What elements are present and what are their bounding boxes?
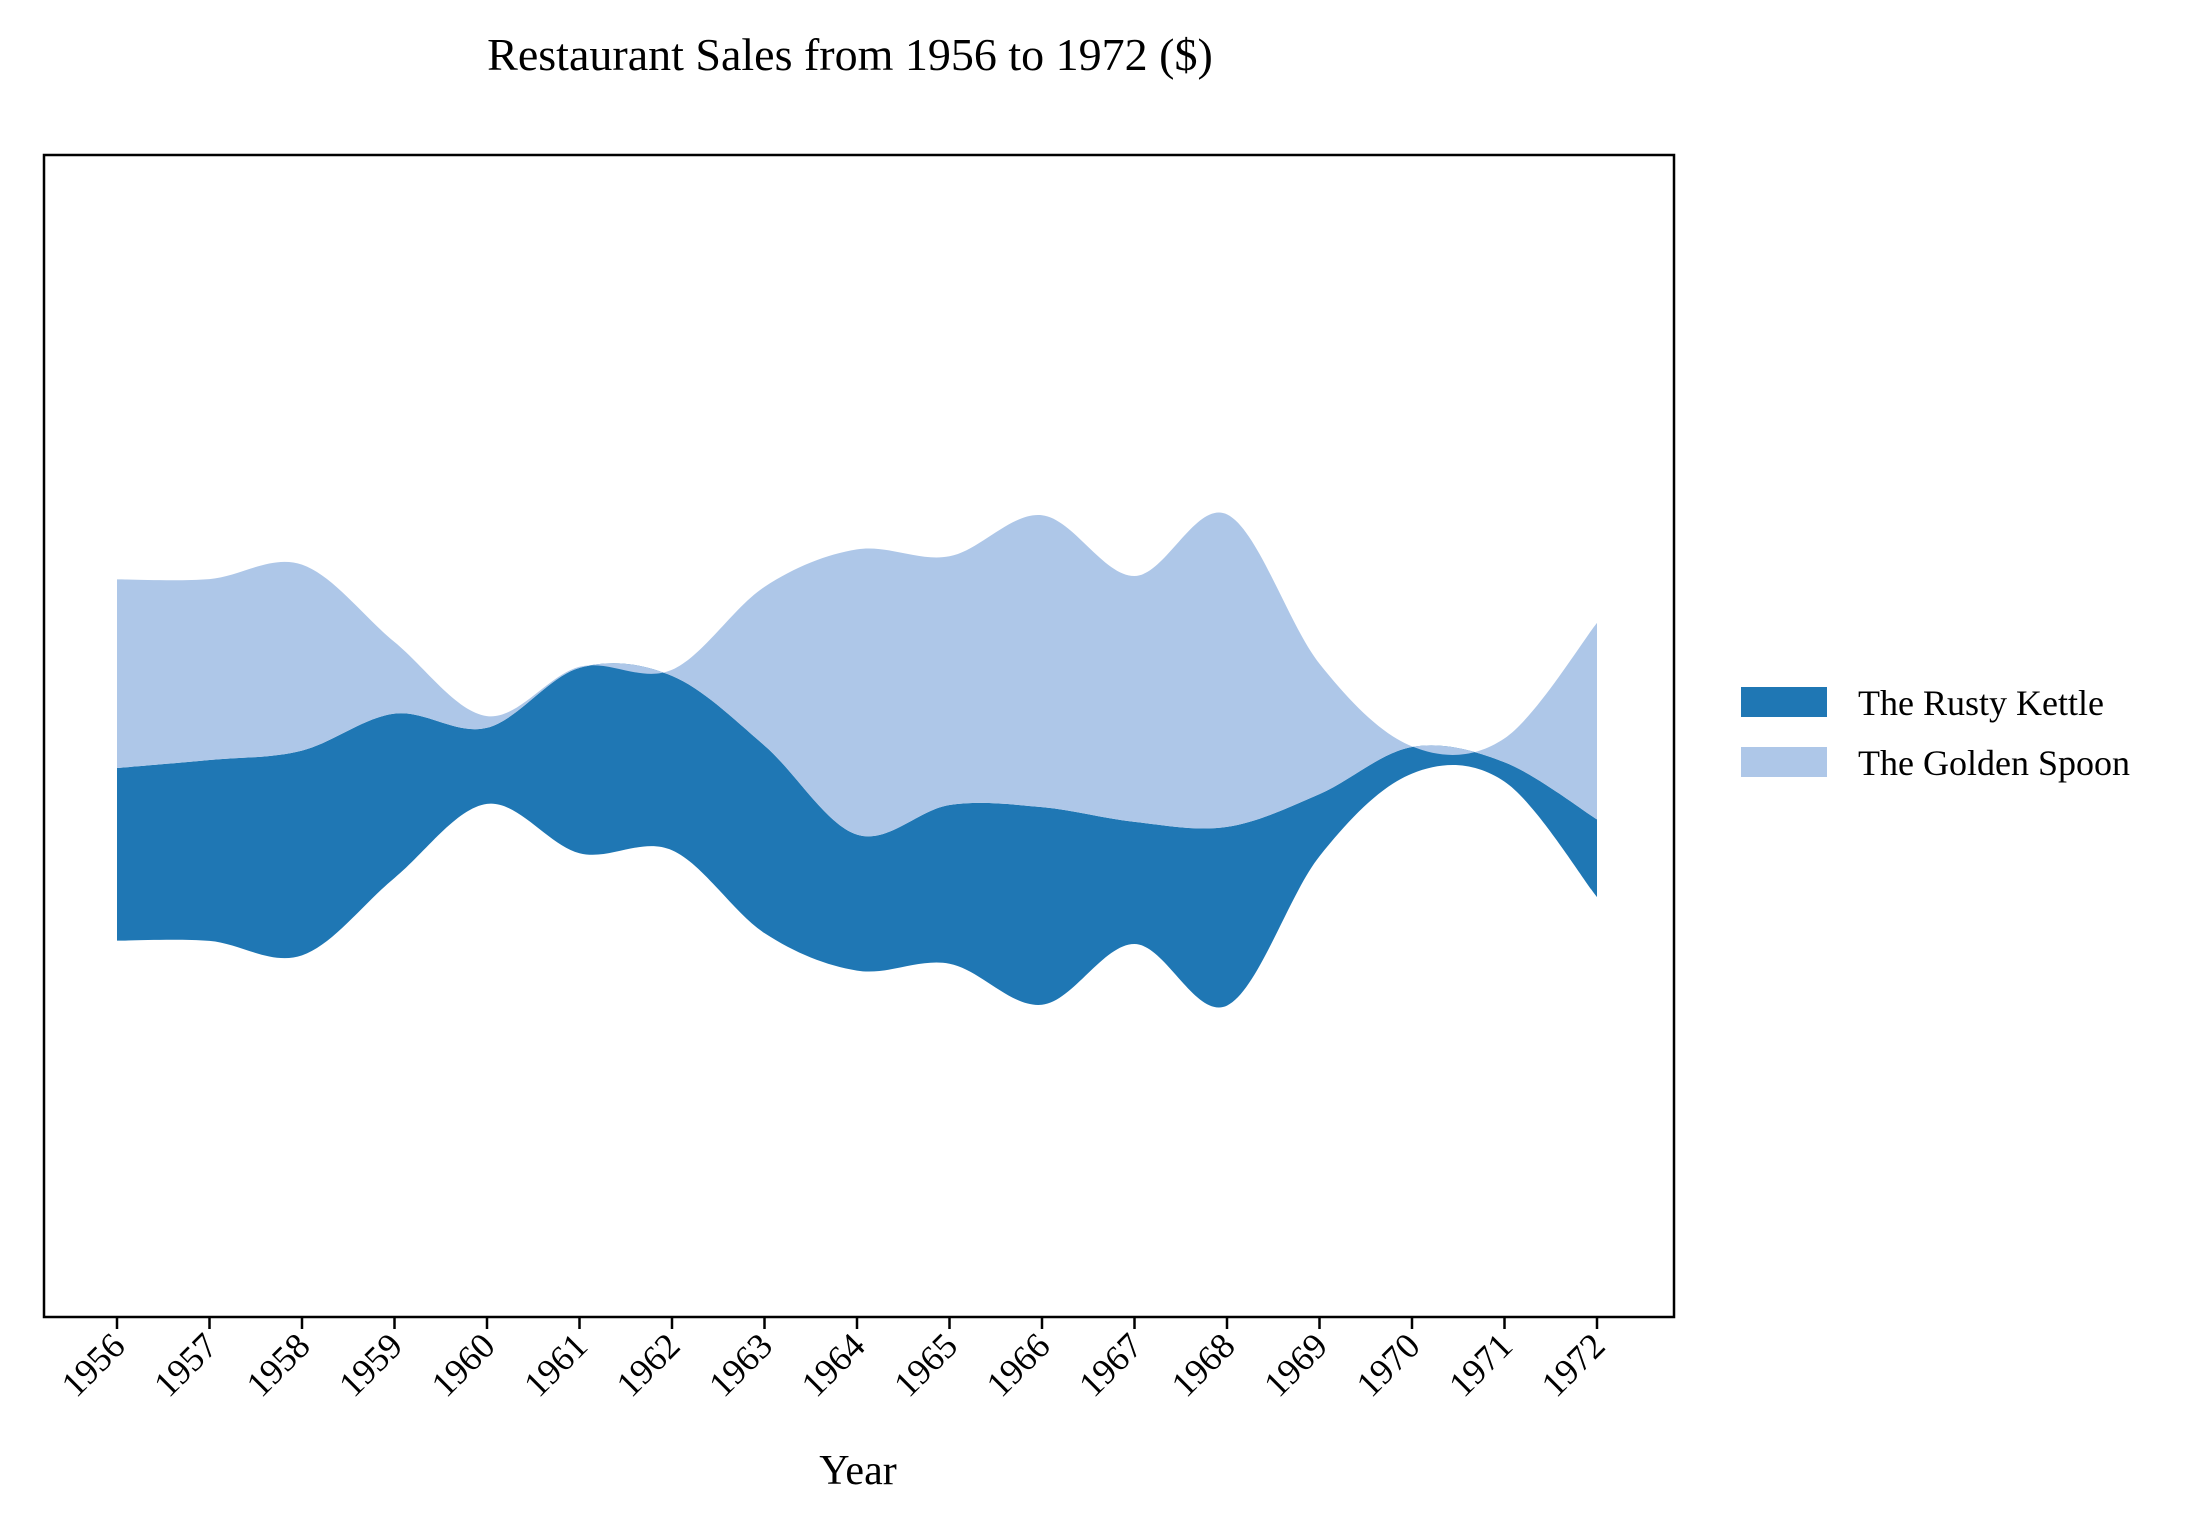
x-axis-ticks: 1956 1957 1958 1959 1960 1961 1962 1963 1964 1965… (53, 1317, 1613, 1405)
x-tick-label: 1958 (238, 1325, 317, 1404)
x-tick-label: 1960 (423, 1325, 502, 1404)
x-tick-label: 1956 (53, 1325, 132, 1404)
x-tick-label: 1972 (1533, 1325, 1612, 1404)
legend: The Rusty Kettle The Golden Spoon (1741, 683, 2130, 783)
x-tick-label: 1961 (516, 1325, 595, 1404)
legend-swatch (1741, 687, 1827, 717)
x-tick-label: 1967 (1071, 1325, 1150, 1404)
legend-label: The Rusty Kettle (1858, 683, 2104, 723)
stream-areas (117, 512, 1597, 1008)
stream-area-1 (117, 663, 1597, 1008)
x-tick-label: 1964 (793, 1325, 872, 1404)
stream-area-2 (117, 512, 1597, 837)
plot-frame (42, 153, 1676, 1319)
x-tick-label: 1969 (1256, 1325, 1335, 1404)
x-tick-label: 1965 (886, 1325, 965, 1404)
chart-title: Restaurant Sales from 1956 to 1972 ($) (487, 29, 1213, 80)
x-tick-label: 1966 (978, 1325, 1057, 1404)
x-tick-label: 1957 (146, 1325, 225, 1404)
legend-label: The Golden Spoon (1858, 743, 2130, 783)
x-tick-label: 1963 (701, 1325, 780, 1404)
x-tick-label: 1970 (1348, 1325, 1427, 1404)
legend-swatch (1741, 747, 1827, 777)
x-tick-label: 1968 (1163, 1325, 1242, 1404)
x-axis-label: Year (819, 1448, 896, 1494)
x-tick-label: 1962 (608, 1325, 687, 1404)
x-tick-label: 1971 (1441, 1325, 1520, 1404)
x-tick-label: 1959 (331, 1325, 410, 1404)
